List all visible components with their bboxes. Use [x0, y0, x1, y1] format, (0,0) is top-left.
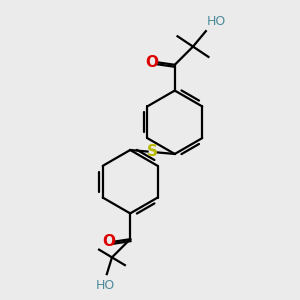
- Text: O: O: [145, 55, 158, 70]
- Text: HO: HO: [207, 15, 226, 28]
- Text: HO: HO: [96, 279, 116, 292]
- Text: S: S: [147, 145, 158, 160]
- Text: O: O: [102, 234, 115, 249]
